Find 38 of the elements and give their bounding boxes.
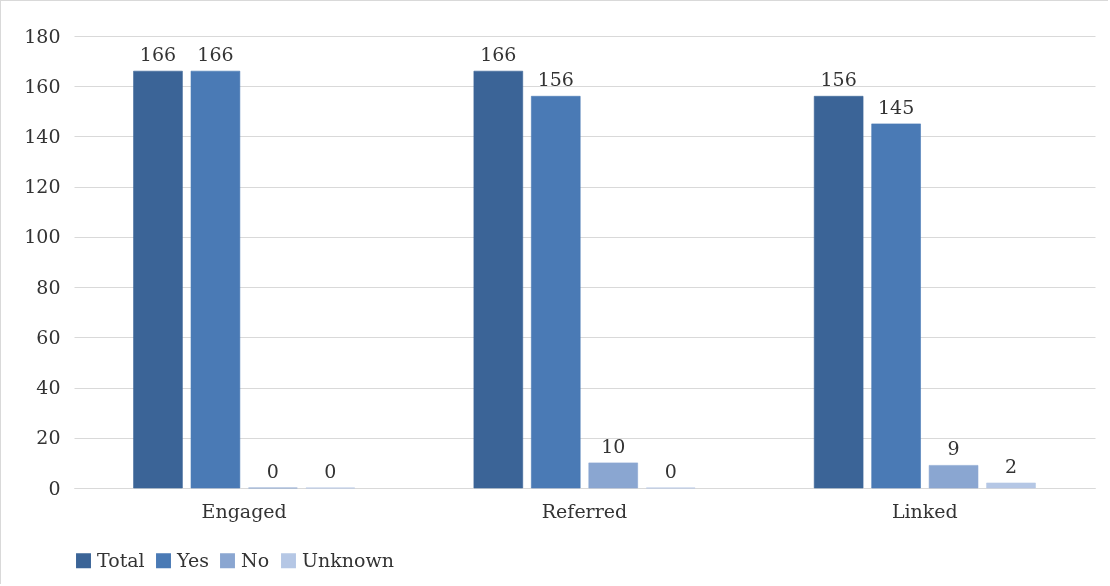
bar [190,70,241,489]
bar [813,95,864,489]
data-label: 145 [877,95,915,118]
data-label: 0 [266,460,279,482]
y-tick-label: 100 [24,225,61,248]
data-label: 156 [537,68,574,91]
y-tick-label: 60 [36,325,61,348]
x-tick-label: Linked [891,499,958,522]
y-tick-label: 20 [36,426,61,449]
legend-label: Total [97,548,145,571]
x-tick-label: Referred [541,499,628,522]
y-tick-label: 140 [24,124,61,147]
data-label: 10 [601,434,626,457]
data-label: 166 [197,43,234,66]
data-label: 166 [139,43,177,66]
y-tick-label: 180 [24,24,61,47]
legend-label: Unknown [302,548,394,571]
y-tick-label: 40 [36,376,61,399]
bar [928,465,979,489]
data-label: 2 [1004,454,1018,477]
bar [871,123,921,489]
bar [133,70,183,489]
legend-label: No [241,548,270,571]
y-tick-label: 120 [24,175,61,198]
data-label: 156 [820,68,857,91]
data-label: 166 [480,43,517,66]
data-label: 0 [324,460,337,482]
data-label: 0 [664,460,677,482]
y-tick-label: 160 [24,74,61,97]
bar [473,70,524,489]
y-tick-label: 80 [36,275,61,298]
bar [588,462,638,489]
data-label: 9 [947,437,960,460]
legend-label: Yes [176,548,209,571]
x-tick-label: Engaged [201,499,287,522]
y-tick-label: 0 [48,476,61,499]
bar [986,482,1036,489]
bar [531,95,581,489]
